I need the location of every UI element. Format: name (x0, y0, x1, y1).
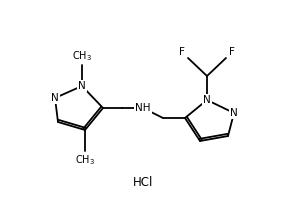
Text: N: N (203, 95, 211, 105)
Text: F: F (179, 47, 185, 57)
Text: N: N (230, 108, 238, 118)
Text: CH$_3$: CH$_3$ (75, 153, 95, 167)
Text: N: N (51, 93, 59, 103)
Text: F: F (229, 47, 235, 57)
Text: NH: NH (135, 103, 151, 113)
Text: HCl: HCl (133, 177, 153, 189)
Text: N: N (78, 81, 86, 91)
Text: CH$_3$: CH$_3$ (72, 49, 92, 63)
